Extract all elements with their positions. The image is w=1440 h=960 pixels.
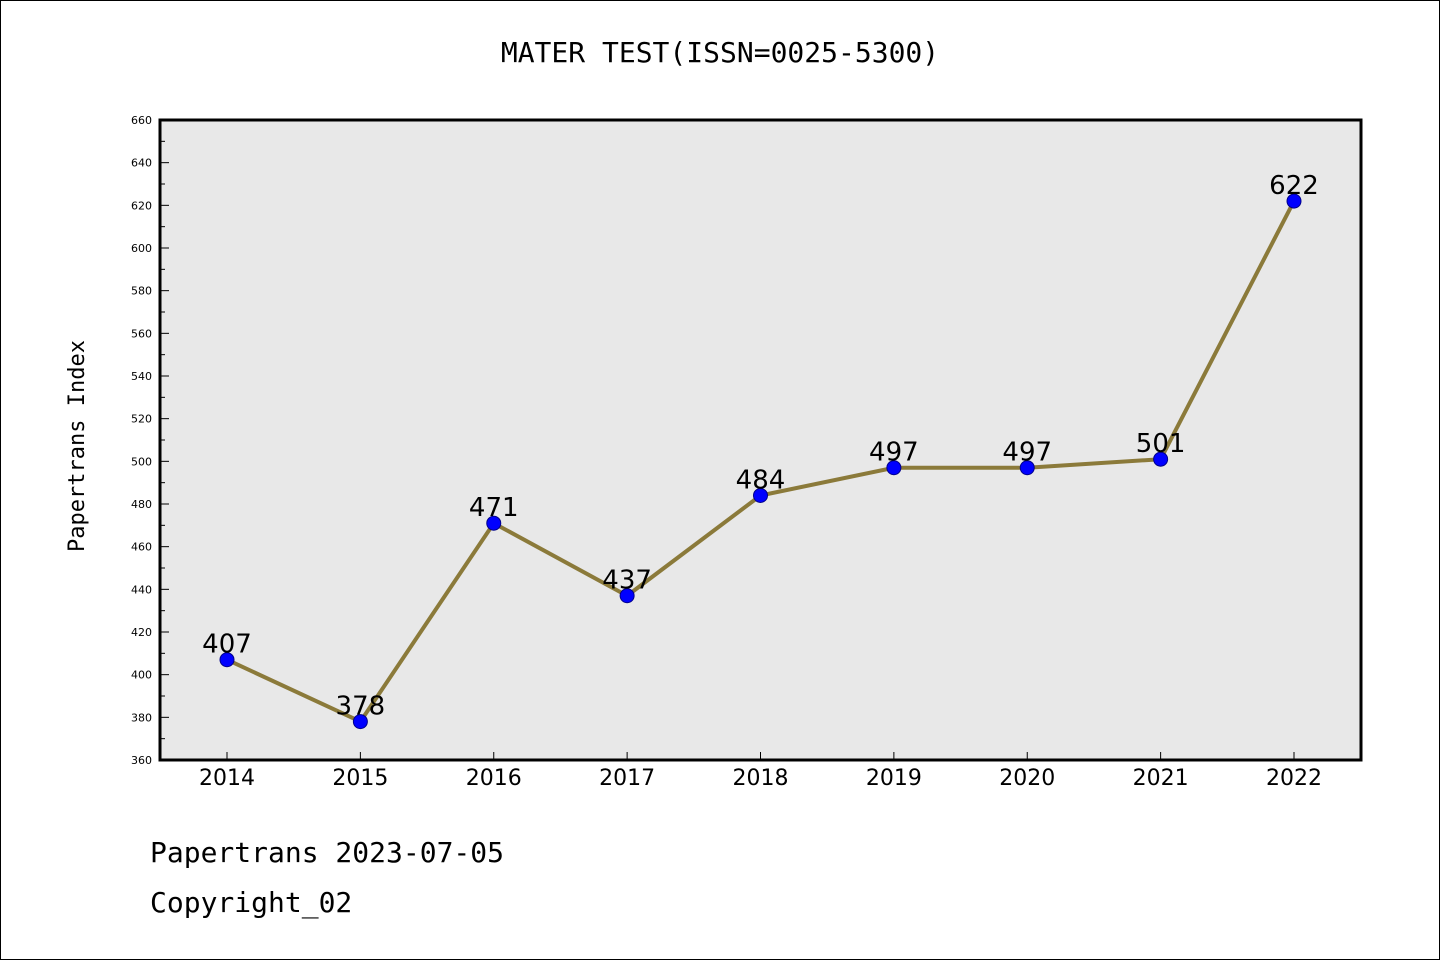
data-label: 407: [202, 630, 252, 660]
data-point: [486, 515, 502, 531]
x-tick-label: 2017: [599, 766, 655, 791]
x-tick-label: 2020: [999, 766, 1055, 791]
data-label: 471: [469, 493, 519, 523]
data-point: [219, 652, 235, 668]
data-point: [886, 460, 902, 476]
y-tick-label: 420: [131, 626, 152, 639]
y-tick-label: 480: [131, 498, 152, 511]
data-point: [753, 487, 768, 503]
y-tick-label: 580: [131, 285, 152, 298]
plot-area: [158, 118, 1363, 762]
data-point: [1286, 193, 1302, 209]
y-tick-label: 540: [131, 370, 152, 383]
data-label: 497: [869, 438, 919, 468]
y-tick-label: 640: [131, 157, 152, 170]
data-point: [1153, 451, 1169, 467]
y-tick-label: 360: [131, 754, 152, 767]
x-tick-label: 2021: [1133, 766, 1189, 791]
data-point: [352, 714, 368, 730]
data-label: 378: [336, 692, 386, 722]
x-tick-label: 2016: [466, 766, 522, 791]
chart-title: MATER TEST(ISSN=0025-5300): [500, 36, 940, 69]
data-point: [1019, 460, 1035, 476]
data-point: [619, 588, 635, 604]
footer-date: Papertrans 2023-07-05: [150, 836, 505, 869]
y-tick-label: 500: [131, 455, 152, 468]
data-label: 622: [1269, 171, 1319, 201]
x-tick-label: 2015: [332, 766, 388, 791]
y-tick-label: 400: [131, 669, 152, 682]
data-label: 437: [602, 566, 652, 596]
y-tick-label: 460: [131, 541, 152, 554]
y-tick-label: 620: [131, 199, 152, 212]
y-tick-label: 600: [131, 242, 152, 255]
marker-group: [219, 193, 1302, 730]
footer-copyright: Copyright_02: [150, 886, 353, 919]
x-tick-label: 2018: [733, 766, 789, 791]
y-tick-label: 560: [131, 327, 152, 340]
data-label: 484: [736, 465, 786, 495]
y-tick-label: 380: [131, 711, 152, 724]
data-label-group: 407 378 471 437 484 497 497 501 622: [202, 171, 1319, 722]
x-tick-label: 2014: [199, 766, 255, 791]
x-axis: 2014 2015 2016 2017 2018 2019 2020 2021 2022: [199, 752, 1322, 791]
y-tick-label: 660: [131, 114, 152, 127]
x-tick-label: 2022: [1266, 766, 1322, 791]
x-tick-label: 2019: [866, 766, 922, 791]
y-tick-label: 440: [131, 583, 152, 596]
data-label: 501: [1136, 429, 1186, 459]
y-axis-label: Papertrans Index: [65, 340, 90, 552]
data-label: 497: [1002, 438, 1052, 468]
y-axis: 360 380 400 420 440 460 480 500 520 540 560 580 600 6…: [131, 114, 169, 767]
y-tick-label: 520: [131, 413, 152, 426]
